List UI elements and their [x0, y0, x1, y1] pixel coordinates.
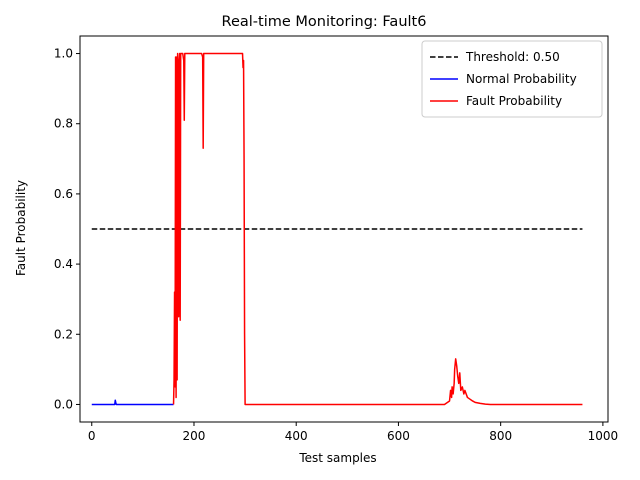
series-line-2 — [172, 52, 583, 406]
plot-frame — [79, 35, 609, 423]
legend-label: Fault Probability — [466, 94, 562, 108]
x-tick-label: 400 — [285, 429, 308, 443]
legend: Threshold: 0.50 Normal Probability Fault P… — [421, 40, 603, 118]
y-tick-label: 0.4 — [54, 257, 73, 271]
x-tick-label: 1000 — [588, 429, 619, 443]
y-tick-label: 1.0 — [54, 47, 73, 61]
y-tick-label: 0.8 — [54, 117, 73, 131]
y-tick-label: 0.6 — [54, 187, 73, 201]
x-tick-label: 200 — [183, 429, 206, 443]
chart-title: Real-time Monitoring: Fault6 — [222, 14, 427, 30]
x-axis-label: Test samples — [298, 451, 376, 465]
legend-label: Normal Probability — [466, 72, 577, 86]
x-tick-label: 800 — [489, 429, 512, 443]
y-tick-label: 0.0 — [54, 397, 73, 411]
x-tick-label: 0 — [88, 429, 96, 443]
legend-box — [421, 40, 603, 118]
x-tick-label: 600 — [387, 429, 410, 443]
y-tick-label: 0.2 — [54, 327, 73, 341]
y-axis-label: Fault Probability — [14, 180, 28, 276]
legend-label: Threshold: 0.50 — [465, 50, 560, 64]
series-line-1 — [91, 399, 174, 406]
